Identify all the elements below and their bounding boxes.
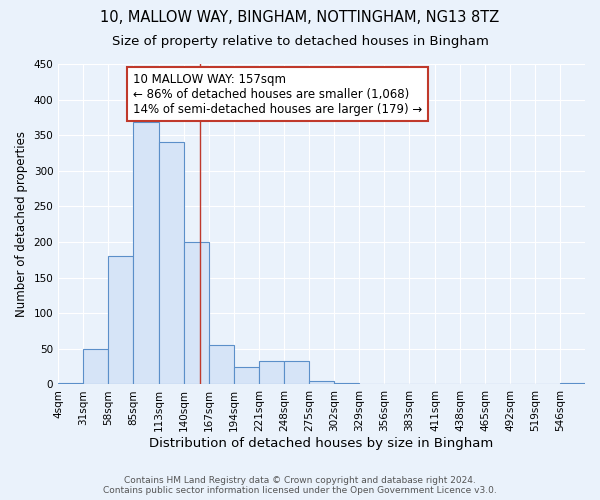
- Bar: [133, 122, 159, 384]
- Text: 10 MALLOW WAY: 157sqm
← 86% of detached houses are smaller (1,068)
14% of semi-d: 10 MALLOW WAY: 157sqm ← 86% of detached …: [133, 72, 422, 116]
- X-axis label: Distribution of detached houses by size in Bingham: Distribution of detached houses by size …: [149, 437, 494, 450]
- Bar: [334, 383, 359, 384]
- Y-axis label: Number of detached properties: Number of detached properties: [15, 131, 28, 317]
- Bar: [560, 383, 585, 384]
- Bar: [184, 242, 209, 384]
- Bar: [83, 349, 108, 384]
- Bar: [159, 142, 184, 384]
- Bar: [284, 361, 309, 384]
- Bar: [209, 346, 234, 385]
- Bar: [259, 361, 284, 384]
- Bar: [309, 381, 334, 384]
- Text: Contains HM Land Registry data © Crown copyright and database right 2024.
Contai: Contains HM Land Registry data © Crown c…: [103, 476, 497, 495]
- Bar: [234, 366, 259, 384]
- Text: 10, MALLOW WAY, BINGHAM, NOTTINGHAM, NG13 8TZ: 10, MALLOW WAY, BINGHAM, NOTTINGHAM, NG1…: [100, 10, 500, 25]
- Text: Size of property relative to detached houses in Bingham: Size of property relative to detached ho…: [112, 35, 488, 48]
- Bar: [58, 383, 83, 384]
- Bar: [108, 256, 133, 384]
